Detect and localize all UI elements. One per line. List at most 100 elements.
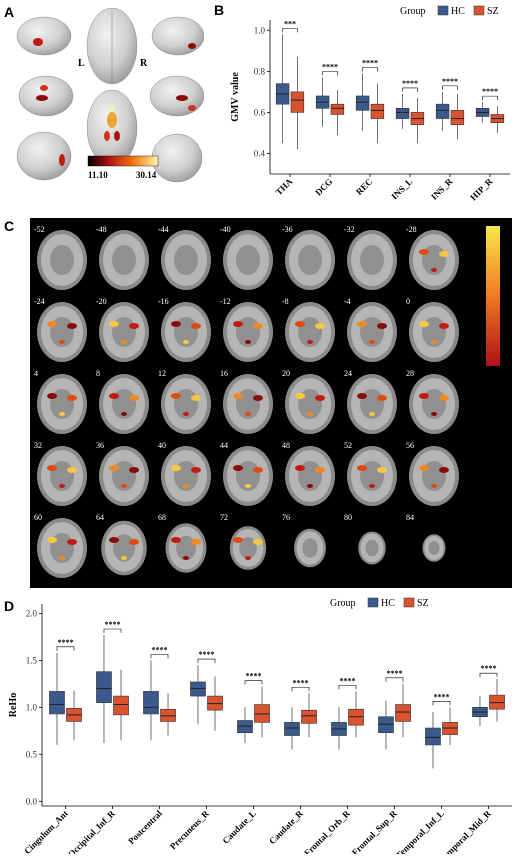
brain-bottom-view xyxy=(86,89,138,167)
hemisphere-left-label: L xyxy=(78,58,85,69)
box-hc xyxy=(96,671,112,703)
x-tick-label: Precuneus_R xyxy=(168,808,211,851)
axial-slice: 16 xyxy=(220,369,273,434)
activation-blob xyxy=(47,321,57,327)
y-tick-label: 1.5 xyxy=(26,655,38,665)
activation-blob xyxy=(439,251,449,257)
y-tick-label: 2.0 xyxy=(26,608,38,618)
activation-blob xyxy=(307,484,313,488)
panel-d-reho-boxplot: 0.0 0.5 1.0 1.5 2.0 ReHo Group HC SZ **** Cingulum… xyxy=(0,592,520,859)
x-tick-label: Frontal_Orb_R xyxy=(302,808,352,854)
activation-blob xyxy=(183,340,189,344)
slice-coordinate: 4 xyxy=(34,369,38,378)
box-sz xyxy=(290,91,305,113)
significance-bracket xyxy=(244,680,263,685)
activation-blob xyxy=(369,484,375,488)
activation-blob xyxy=(369,340,375,344)
brain-left-medial xyxy=(18,75,74,117)
y-tick-label: 0.8 xyxy=(254,66,266,76)
legend-label-sz: SZ xyxy=(487,6,499,17)
activation-blob xyxy=(121,340,127,344)
slice-coordinate: 68 xyxy=(158,513,166,522)
slice-coordinate: -4 xyxy=(344,297,351,306)
activation-blob xyxy=(109,465,119,471)
box-hc xyxy=(435,103,450,119)
legend-swatch-sz xyxy=(403,597,415,608)
x-tick-label: THA xyxy=(274,176,295,197)
slice-core xyxy=(360,245,384,275)
activation-blob xyxy=(253,395,263,401)
significance-bracket xyxy=(442,85,458,90)
x-tick-label: HIP_R xyxy=(468,176,495,203)
slice-core xyxy=(428,541,440,555)
box-hc xyxy=(284,722,300,736)
panel-b-letter: B xyxy=(214,2,225,18)
significance-bracket xyxy=(197,658,216,664)
axial-slice: -44 xyxy=(158,225,211,290)
panel-c-axial-slices: -52 -48 -44 -40 -36 -32 -28 -24 -20 -16 -12 -8 -4 0 4 8… xyxy=(30,218,512,588)
significance-bracket xyxy=(282,28,298,33)
x-tick-label: Caudate_R xyxy=(267,808,305,846)
slice-coordinate: -36 xyxy=(282,225,293,234)
brain-top-view xyxy=(86,7,138,85)
activation-blob xyxy=(233,537,243,543)
y-tick-label: 1.0 xyxy=(254,25,266,35)
significance-label: **** xyxy=(442,77,458,86)
colorbar-a-min: 11.10 xyxy=(88,170,108,180)
legend-title: Group xyxy=(330,598,356,609)
activation-blob xyxy=(67,467,77,473)
axial-slice: 72 xyxy=(220,513,267,570)
activation-blob xyxy=(191,395,201,401)
x-tick-label: INS_L xyxy=(389,176,414,201)
activation-blob xyxy=(357,393,367,399)
colorbar-a xyxy=(87,155,159,167)
activation-blob xyxy=(295,465,305,471)
activation-blob xyxy=(67,395,77,401)
activation-blob xyxy=(191,323,201,329)
activation-blob xyxy=(307,412,313,416)
activation-blob xyxy=(109,393,119,399)
axial-slice: 80 xyxy=(344,513,386,565)
slice-coordinate: 76 xyxy=(282,513,290,522)
axial-slice: -16 xyxy=(158,297,211,362)
significance-bracket xyxy=(103,628,122,634)
activation-blob xyxy=(439,467,449,473)
significance-label: **** xyxy=(481,664,497,673)
activation-blob xyxy=(191,467,201,473)
activation-blob xyxy=(377,395,387,401)
slice-coordinate: -8 xyxy=(282,297,289,306)
legend-label-hc: HC xyxy=(381,598,395,609)
significance-bracket xyxy=(150,654,169,659)
axial-slice: 24 xyxy=(344,369,397,434)
significance-bracket xyxy=(432,701,451,706)
activation-blob xyxy=(253,539,263,545)
activation-blob xyxy=(419,321,429,327)
axial-slice: -28 xyxy=(406,225,459,290)
activation-blob xyxy=(245,340,251,344)
brain-surface-figure: L R 11.10 30.14 xyxy=(16,7,205,183)
activation-blob xyxy=(431,484,437,488)
axial-slice: 48 xyxy=(282,441,335,506)
slice-coordinate: 32 xyxy=(34,441,42,450)
colorbar-c-tick: 10 xyxy=(503,354,513,364)
slice-coordinate: 44 xyxy=(220,441,228,450)
axial-slice: 84 xyxy=(406,513,446,562)
slice-coordinate: -44 xyxy=(158,225,169,234)
axial-slice: 12 xyxy=(158,369,211,434)
slice-coordinate: 12 xyxy=(158,369,166,378)
significance-label: **** xyxy=(105,620,121,629)
y-tick-label: 0.0 xyxy=(26,796,38,806)
significance-label: **** xyxy=(402,79,418,88)
activation-blob xyxy=(121,556,127,560)
activation-blob xyxy=(67,323,77,329)
axial-slice: -12 xyxy=(220,297,273,362)
activation-blob xyxy=(439,323,449,329)
activation-blob xyxy=(121,484,127,488)
axial-slice: -24 xyxy=(34,297,87,362)
activation-blob xyxy=(245,412,251,416)
activation-blob xyxy=(47,465,57,471)
x-tick-label: REC xyxy=(354,176,375,197)
activation-blob xyxy=(431,340,437,344)
box-hc xyxy=(355,95,370,111)
panel-d-letter: D xyxy=(4,598,15,614)
